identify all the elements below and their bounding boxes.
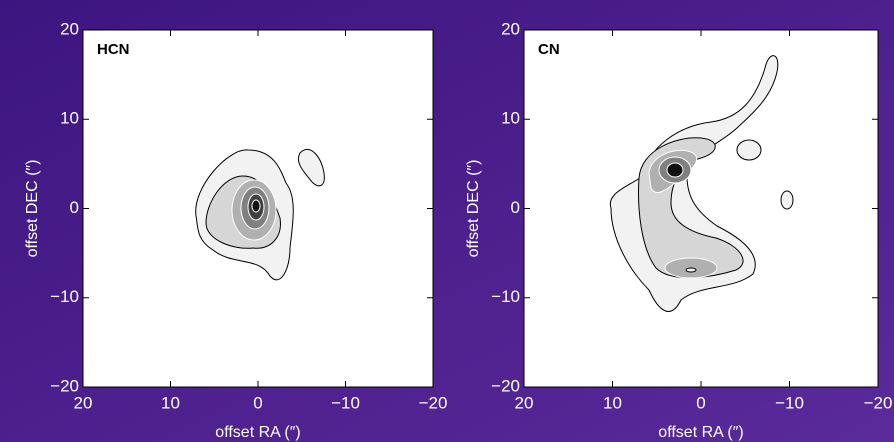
x-axis-label: offset RA (″) [215, 424, 300, 441]
x-tick-label: −20 [419, 393, 448, 412]
x-tick-label: −10 [331, 393, 360, 412]
contour [780, 190, 794, 210]
x-tick-label: 0 [696, 393, 705, 412]
y-tick-label: 10 [60, 109, 79, 128]
contour [685, 267, 697, 273]
x-tick-label: 20 [515, 393, 534, 412]
x-tick-label: −20 [864, 393, 893, 412]
y-tick-label: 20 [60, 19, 79, 38]
contour [666, 162, 684, 178]
panel-title: CN [538, 41, 560, 58]
plot-area [523, 29, 879, 388]
x-tick-label: 20 [74, 393, 93, 412]
cn-contours [609, 55, 794, 312]
y-tick-label: 0 [70, 198, 79, 217]
y-axis-label: offset DEC (″) [24, 160, 41, 258]
x-tick-label: 0 [253, 393, 262, 412]
hcn-contours [195, 148, 325, 281]
panel-title: HCN [97, 41, 130, 58]
y-tick-label: 20 [501, 19, 520, 38]
x-axis-label: offset RA (″) [658, 424, 743, 441]
y-tick-label: −20 [50, 376, 79, 395]
x-tick-label: 10 [603, 393, 622, 412]
y-tick-label: −10 [491, 287, 520, 306]
contour [736, 139, 762, 161]
contour [298, 148, 325, 187]
x-tick-label: 10 [161, 393, 180, 412]
y-tick-label: −10 [50, 287, 79, 306]
y-tick-label: 0 [511, 198, 520, 217]
x-tick-label: −10 [775, 393, 804, 412]
contour [251, 199, 261, 213]
y-axis-label: offset DEC (″) [465, 160, 482, 258]
y-tick-label: 10 [501, 109, 520, 128]
y-tick-label: −20 [491, 376, 520, 395]
